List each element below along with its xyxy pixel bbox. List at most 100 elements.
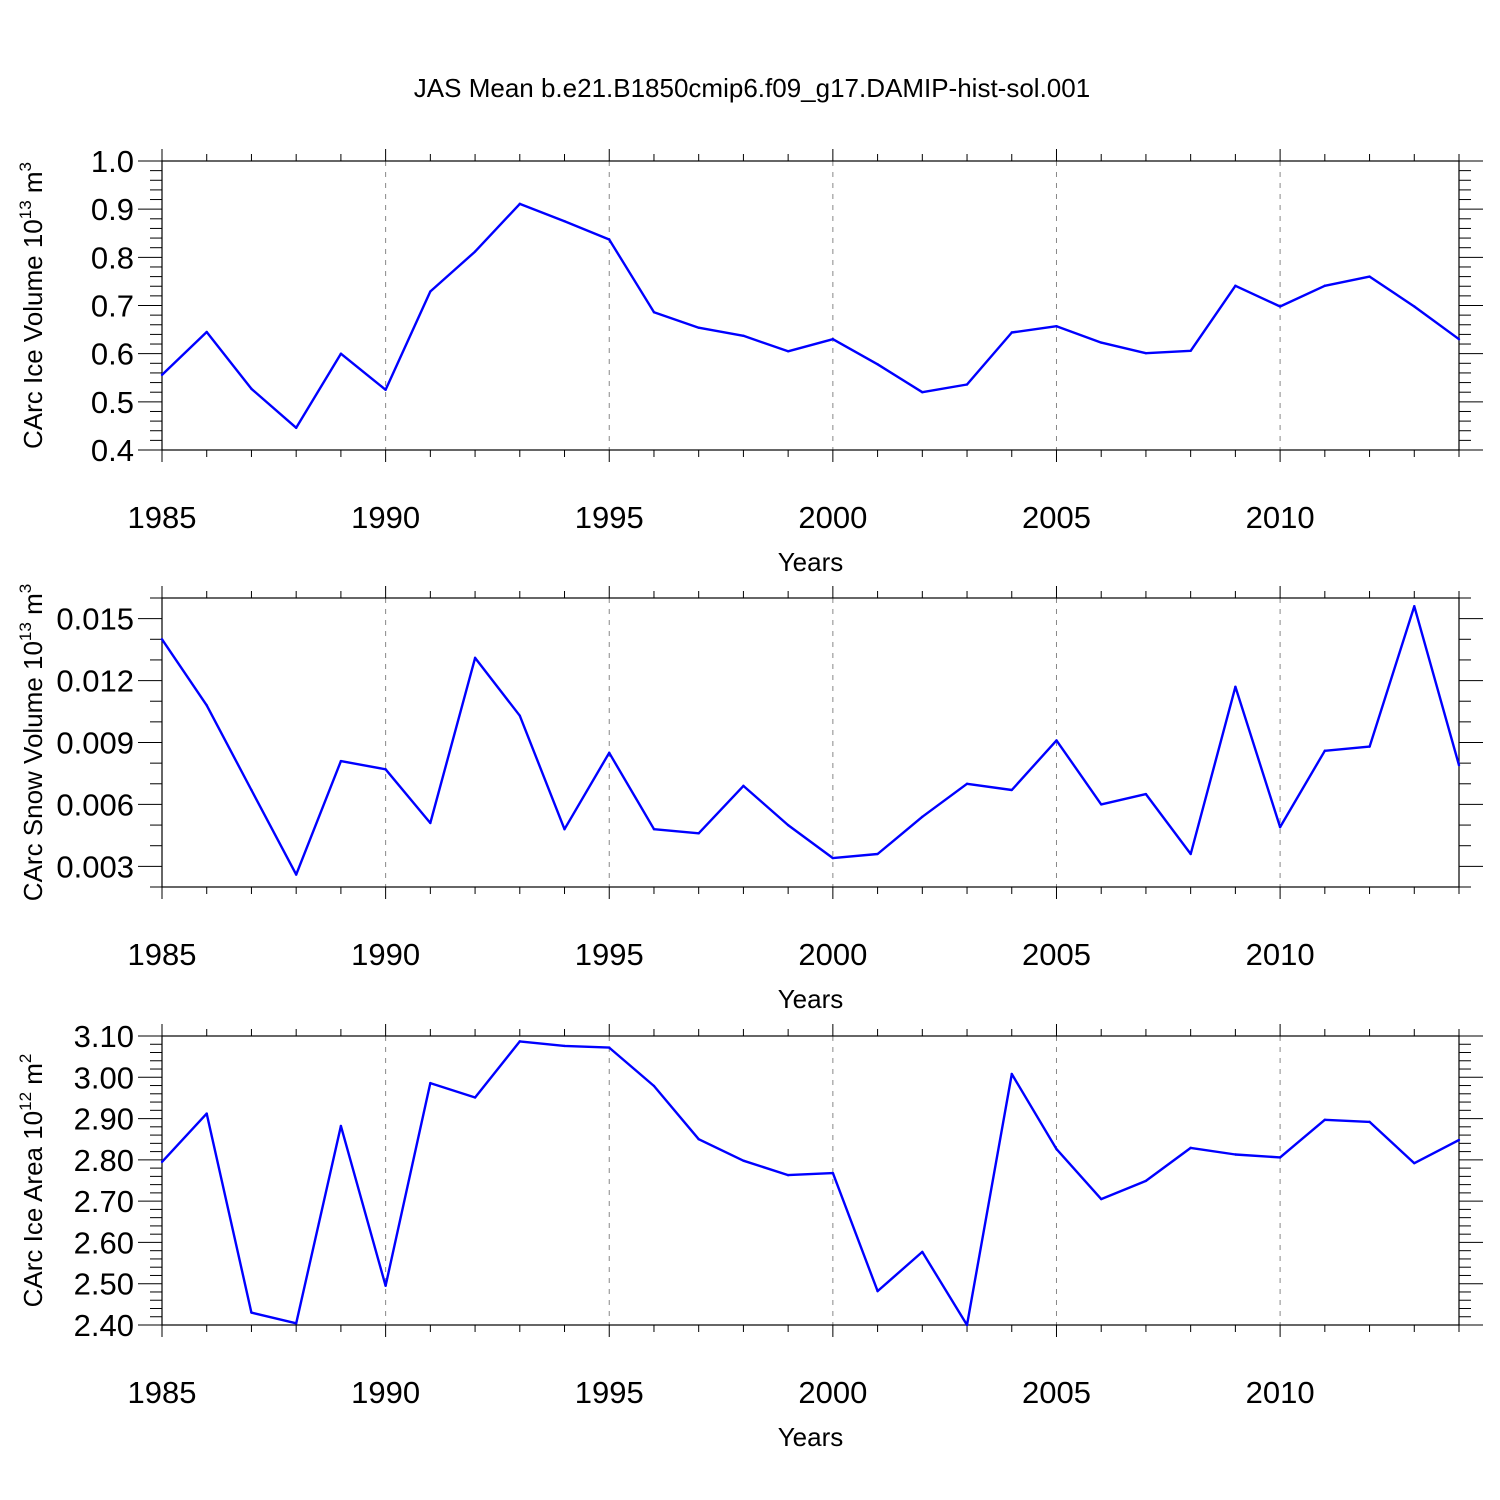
data-point (921, 391, 924, 394)
series-line (161, 202, 1460, 429)
data-point (1010, 1072, 1013, 1076)
y-tick-label: 0.012 (56, 664, 134, 699)
data-point (697, 1138, 700, 1141)
x-tick-label: 2005 (1022, 500, 1091, 535)
data-point (473, 656, 477, 660)
data-point (250, 387, 253, 391)
data-point (876, 363, 879, 366)
data-point (786, 1173, 790, 1177)
series-line (161, 605, 1461, 876)
y-tick-label: 0.4 (91, 433, 134, 468)
data-point (697, 832, 700, 835)
data-point (294, 1322, 298, 1325)
data-point (339, 1124, 343, 1128)
y-tick-label: 0.009 (56, 726, 134, 761)
data-point (742, 1159, 745, 1162)
data-point (876, 852, 879, 856)
data-point (473, 1096, 477, 1099)
x-tick-label: 2000 (798, 937, 867, 972)
y-tick-label: 0.003 (56, 849, 134, 884)
data-point (697, 326, 700, 329)
data-point (1413, 1161, 1416, 1165)
data-point (742, 784, 745, 788)
data-point (1413, 605, 1416, 608)
y-tick-label: 3.00 (74, 1060, 134, 1095)
data-point (250, 1311, 253, 1314)
data-point (965, 782, 969, 785)
data-point (608, 238, 611, 241)
data-point (1100, 1197, 1103, 1201)
y-axis-label-text: CArc Ice Volume 10 (18, 219, 48, 449)
data-point (563, 220, 566, 223)
data-point (1368, 745, 1371, 748)
plot-frame (161, 1035, 1460, 1326)
data-point (1189, 349, 1192, 352)
x-axis-label: Years (778, 1422, 844, 1452)
data-point (160, 373, 164, 377)
data-point (1234, 1153, 1237, 1156)
x-tick-label: 2000 (798, 500, 867, 535)
plot-frame (161, 597, 1460, 888)
y-tick-label: 2.50 (74, 1267, 134, 1302)
data-point (1144, 351, 1148, 355)
data-point (608, 1046, 611, 1049)
data-point (205, 1112, 208, 1115)
data-point (563, 828, 566, 831)
x-tick-label: 1995 (575, 937, 644, 972)
data-point (429, 290, 432, 293)
x-tick-label: 1990 (351, 500, 420, 535)
data-point (518, 1040, 521, 1043)
data-point (652, 311, 656, 314)
data-point (652, 828, 656, 831)
y-axis-label: CArc Ice Volume 1013 m3 (16, 162, 48, 449)
y-tick-label: 2.90 (74, 1102, 134, 1137)
data-point (608, 751, 611, 755)
data-point (921, 815, 924, 819)
data-point (563, 1044, 566, 1048)
data-point (742, 334, 745, 338)
y-tick-label: 2.40 (74, 1308, 134, 1343)
y-axis-label-exponent: 13 (16, 200, 35, 219)
panel-2: 1985 1990 1995 2000 2005 2010 0.003 0.006 0.009 0… (16, 584, 1483, 1014)
x-tick-label: 2000 (798, 1375, 867, 1410)
x-tick-label: 1985 (128, 500, 197, 535)
data-point (1323, 1118, 1327, 1122)
data-point (921, 1250, 924, 1254)
x-tick-label: 2010 (1246, 1375, 1315, 1410)
data-point (652, 1084, 656, 1088)
x-tick-label: 2005 (1022, 1375, 1091, 1410)
y-tick-label: 0.8 (91, 240, 134, 275)
data-point (384, 388, 387, 391)
data-point (205, 330, 208, 334)
x-tick-label: 1995 (575, 500, 644, 535)
data-point (1144, 792, 1148, 796)
data-point (294, 873, 298, 876)
y-axis-label-unit-exponent: 3 (16, 584, 35, 593)
x-tick-label: 1990 (351, 1375, 420, 1410)
data-point (1368, 275, 1371, 278)
data-point (339, 352, 343, 355)
y-tick-label: 0.9 (91, 192, 134, 227)
data-point (1055, 325, 1058, 328)
data-point (473, 250, 477, 253)
panel-3: 1985 1990 1995 2000 2005 2010 2.40 2.50 2.60 2.70… (16, 1019, 1483, 1452)
data-point (160, 1160, 164, 1164)
data-point (429, 1081, 432, 1085)
data-point (786, 350, 790, 353)
figure-title: JAS Mean b.e21.B1850cmip6.f09_g17.DAMIP-… (414, 73, 1090, 103)
data-point (786, 823, 790, 827)
data-point (294, 426, 298, 430)
data-point (1413, 305, 1416, 308)
data-point (876, 1289, 879, 1293)
y-axis-label-unit: m (18, 1063, 48, 1092)
panel-1: 1985 1990 1995 2000 2005 2010 0.4 0.5 0.6 0.7 0.8 0… (16, 144, 1483, 577)
data-point (160, 638, 164, 641)
data-point (1234, 284, 1237, 287)
data-point (518, 202, 521, 206)
y-axis-label-text: CArc Snow Volume 10 (18, 641, 48, 901)
data-point (831, 338, 835, 341)
data-point (1010, 788, 1013, 792)
x-tick-label: 1990 (351, 937, 420, 972)
chart-panels: 1985 1990 1995 2000 2005 2010 0.4 0.5 0.6 0.7 0.8 0… (16, 144, 1483, 1452)
